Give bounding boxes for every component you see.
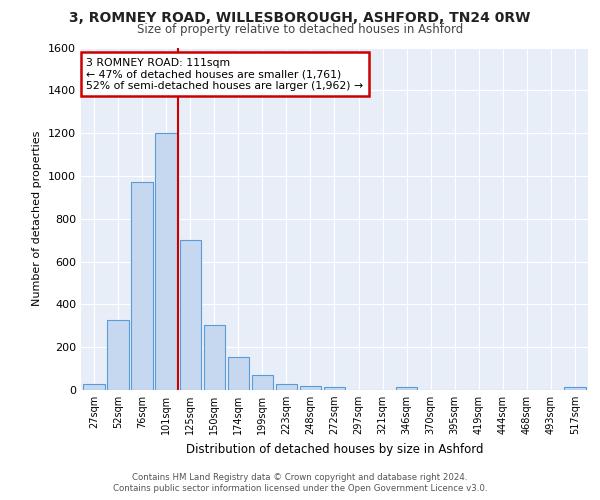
Bar (155, 133, 177, 390)
Bar (203, 324, 225, 390)
Bar (83, 384, 105, 390)
Bar (299, 386, 321, 390)
Text: 3, ROMNEY ROAD, WILLESBOROUGH, ASHFORD, TN24 0RW: 3, ROMNEY ROAD, WILLESBOROUGH, ASHFORD, … (70, 12, 530, 26)
Text: Contains HM Land Registry data © Crown copyright and database right 2024.: Contains HM Land Registry data © Crown c… (132, 472, 468, 482)
Bar (227, 357, 249, 390)
Y-axis label: Number of detached properties: Number of detached properties (32, 131, 43, 306)
Bar (179, 240, 201, 390)
Bar (107, 320, 129, 390)
Text: Contains public sector information licensed under the Open Government Licence v3: Contains public sector information licen… (113, 484, 487, 493)
Bar (251, 375, 273, 390)
Bar (564, 388, 586, 390)
Bar (131, 182, 153, 390)
Text: Size of property relative to detached houses in Ashford: Size of property relative to detached ho… (137, 22, 463, 36)
Text: 3 ROMNEY ROAD: 111sqm
← 47% of detached houses are smaller (1,761)
52% of semi-d: 3 ROMNEY ROAD: 111sqm ← 47% of detached … (86, 58, 363, 91)
Bar (323, 387, 346, 390)
Bar (275, 384, 297, 390)
X-axis label: Distribution of detached houses by size in Ashford: Distribution of detached houses by size … (186, 442, 483, 456)
Bar (396, 388, 418, 390)
